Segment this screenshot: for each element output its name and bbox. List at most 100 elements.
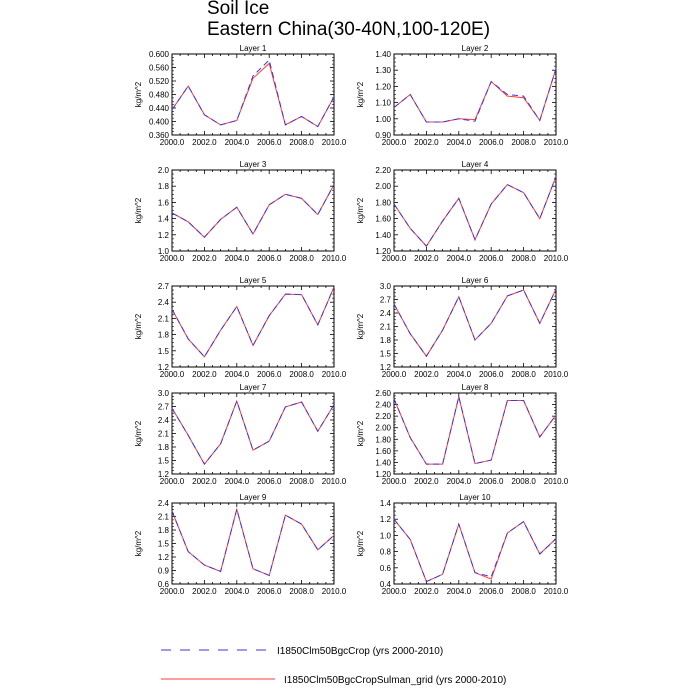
y-tick-label: 1.4 [380,499,392,508]
y-tick-label: 2.60 [375,389,391,398]
y-tick-label: 2.4 [380,309,392,318]
x-tick-label: 2006.0 [479,254,504,263]
y-tick-label: 1.10 [375,99,391,108]
x-tick-label: 2008.0 [289,477,314,486]
y-tick-label: 1.0 [380,531,392,540]
x-tick-label: 2006.0 [479,138,504,147]
panel-title: Layer 10 [459,493,491,502]
x-tick-label: 2006.0 [257,370,282,379]
y-tick-label: 0.360 [149,131,170,140]
panel-layer-7: Layer 7 2000.0 2002.0 2004.0 2006.0 2008.0 201… [134,383,347,486]
y-tick-label: 0.90 [375,131,391,140]
y-tick-label: 1.20 [375,470,391,479]
x-tick-label: 2008.0 [289,138,314,147]
y-tick-label: 2.1 [158,430,170,439]
y-tick-label: 2.1 [158,513,170,522]
x-tick-label: 2010.0 [322,477,347,486]
y-tick-label: 0.9 [158,567,170,576]
x-tick-label: 2000.0 [160,370,185,379]
y-tick-label: 2.4 [158,298,170,307]
y-tick-label: 1.8 [158,331,170,340]
y-tick-label: 1.2 [158,363,170,372]
x-tick-label: 2004.0 [225,254,250,263]
x-tick-label: 2002.0 [192,138,217,147]
y-tick-label: 1.2 [158,231,170,240]
series-line-1 [171,59,335,128]
y-tick-label: 2.40 [375,401,391,410]
x-tick-label: 2010.0 [544,370,569,379]
y-tick-label: 1.0 [158,247,170,256]
x-tick-label: 2004.0 [447,587,472,596]
y-tick-label: 2.7 [158,282,170,291]
x-tick-label: 2010.0 [544,254,569,263]
y-tick-label: 0.6 [380,564,392,573]
x-tick-label: 2010.0 [544,477,569,486]
x-tick-label: 2002.0 [192,587,217,596]
y-tick-label: 1.2 [380,363,392,372]
x-tick-label: 2000.0 [382,370,407,379]
x-tick-label: 2006.0 [257,254,282,263]
series-line-1 [393,518,557,583]
y-tick-label: 1.6 [158,198,170,207]
y-axis-label: kg/m^2 [134,81,143,107]
legend-label-2: I1850Clm50BgcCropSulman_grid (yrs 2000-2… [284,675,506,686]
panel-layer-5: Layer 5 2000.0 2002.0 2004.0 2006.0 2008.0 201… [134,276,347,379]
x-tick-label: 2002.0 [414,587,439,596]
y-axis-label: kg/m^2 [356,530,365,556]
panel-title: Layer 9 [240,493,267,502]
y-tick-label: 1.5 [158,347,170,356]
y-tick-label: 1.2 [380,515,392,524]
x-tick-label: 2002.0 [414,138,439,147]
panel-layer-4: Layer 4 2000.0 2002.0 2004.0 2006.0 2008.0 201… [356,160,569,263]
y-tick-label: 0.400 [149,118,170,127]
y-tick-label: 2.20 [375,166,391,175]
x-tick-label: 2002.0 [414,477,439,486]
y-tick-label: 0.8 [380,548,392,557]
panel-title: Layer 8 [462,383,489,392]
y-tick-label: 0.6 [158,580,170,589]
y-tick-label: 1.8 [158,526,170,535]
x-tick-label: 2008.0 [511,477,536,486]
x-tick-label: 2010.0 [544,587,569,596]
x-tick-label: 2006.0 [257,587,282,596]
y-axis-label: kg/m^2 [356,420,365,446]
x-tick-label: 2008.0 [511,370,536,379]
panel-layer-8: Layer 8 2000.0 2002.0 2004.0 2006.0 2008.0 201… [356,383,569,486]
x-tick-label: 2000.0 [382,587,407,596]
y-axis-label: kg/m^2 [356,197,365,223]
y-tick-label: 2.0 [158,166,170,175]
x-tick-label: 2008.0 [289,370,314,379]
y-tick-label: 0.4 [380,580,392,589]
y-tick-label: 1.60 [375,215,391,224]
y-tick-label: 1.5 [158,457,170,466]
y-axis-label: kg/m^2 [134,197,143,223]
series-line-1 [393,68,557,123]
y-tick-label: 1.60 [375,447,391,456]
legend-label-1: I1850Clm50BgcCrop (yrs 2000-2010) [277,646,443,657]
y-tick-label: 1.40 [375,50,391,59]
y-tick-label: 1.8 [158,443,170,452]
panel-layer-9: Layer 9 2000.0 2002.0 2004.0 2006.0 2008.0 201… [134,493,347,596]
series-line-1 [393,396,557,465]
x-tick-label: 2010.0 [544,138,569,147]
y-tick-label: 1.4 [158,215,170,224]
x-tick-label: 2010.0 [322,138,347,147]
x-tick-label: 2004.0 [225,138,250,147]
figure-subtitle: Eastern China(30-40N,100-120E) [207,19,491,40]
series-line-1 [171,184,335,238]
y-tick-label: 0.520 [149,77,170,86]
y-tick-label: 0.480 [149,91,170,100]
y-axis-label: kg/m^2 [134,530,143,556]
x-tick-label: 2004.0 [447,477,472,486]
series-line-1 [393,288,557,358]
x-tick-label: 2000.0 [160,477,185,486]
panel-title: Layer 7 [240,383,267,392]
y-tick-label: 1.2 [158,553,170,562]
panel-title: Layer 4 [462,160,489,169]
x-tick-label: 2000.0 [382,138,407,147]
x-tick-label: 2006.0 [479,587,504,596]
panel-title: Layer 6 [462,276,489,285]
y-tick-label: 1.2 [158,470,170,479]
